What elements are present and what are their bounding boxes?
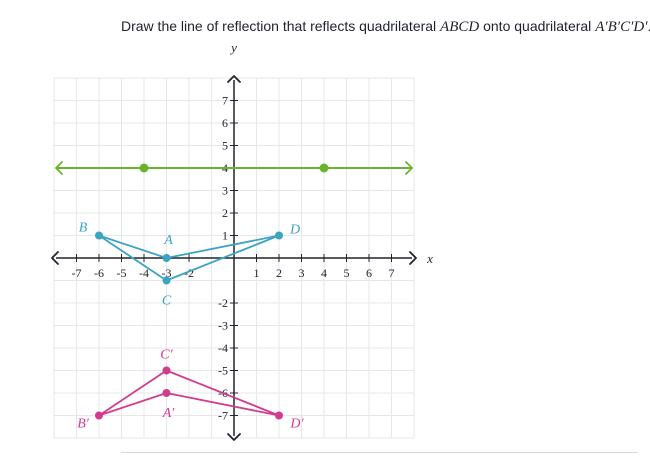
y-axis-arrow-up-icon: [227, 75, 241, 83]
x-tick-label: 5: [344, 266, 350, 280]
abcd-vertex-d: [275, 231, 283, 240]
x-tick-label: -6: [94, 266, 104, 280]
abcd-label-a: A: [163, 233, 173, 248]
y-axis-title: y: [229, 40, 237, 55]
x-tick-label: -3: [162, 266, 172, 280]
abcd-label-d: D: [289, 223, 300, 238]
x-tick-label: -4: [139, 266, 149, 280]
abcd-vertex-c: [162, 276, 171, 285]
abcd-prime-vertex-a: [162, 389, 171, 397]
y-tick-label: -3: [218, 319, 228, 333]
x-tick-label: 7: [389, 266, 395, 280]
abcd-prime-vertex-b: [95, 411, 103, 420]
reflection-line-arrow-right-icon: [405, 161, 413, 175]
abcd-prime-label-a: A′: [162, 406, 176, 421]
prompt-shape-original: ABCD: [440, 19, 480, 35]
x-tick-label: -2: [184, 266, 194, 280]
abcd-label-c: C: [162, 294, 172, 309]
x-tick-label: 4: [321, 266, 327, 280]
y-tick-label: -7: [218, 409, 228, 423]
y-tick-label: -5: [218, 364, 228, 378]
reflection-line-arrow-left-icon: [55, 161, 63, 175]
axis-ticks: -7-6-5-4-3-212345677654321-2-3-4-5-6-7: [72, 94, 395, 423]
x-axis-title: x: [426, 251, 433, 266]
x-tick-label: 1: [254, 266, 260, 280]
prompt-text-after: .: [647, 18, 650, 34]
quadrilateral-abcd-prime: A′ B′ C′ D′: [77, 348, 304, 432]
abcd-prime-label-b: B′: [77, 417, 90, 432]
prompt-text-before: Draw the line of reflection that reflect…: [121, 18, 441, 34]
axes: xy: [51, 40, 433, 441]
y-tick-label: 5: [222, 139, 228, 153]
reflection-line-handle[interactable]: [139, 163, 149, 173]
abcd-prime-label-c: C′: [160, 348, 173, 363]
grid-border: [53, 77, 415, 439]
abcd-vertex-b: [95, 231, 103, 240]
x-tick-label: 2: [276, 266, 282, 280]
abcd-prime-vertex-c: [162, 366, 171, 375]
reflection-line[interactable]: [55, 161, 413, 175]
y-tick-label: 1: [222, 229, 228, 243]
y-axis-arrow-down-icon: [227, 433, 241, 441]
bottom-divider: [121, 452, 638, 453]
quadrilateral-abcd: A B C D: [79, 221, 300, 309]
reflection-line-handle[interactable]: [319, 163, 329, 173]
y-tick-label: 7: [222, 94, 228, 108]
abcd-vertex-a: [162, 254, 171, 262]
question-prompt: Draw the line of reflection that reflect…: [121, 16, 650, 37]
y-tick-label: 6: [222, 116, 228, 130]
x-tick-label: 3: [299, 266, 305, 280]
x-tick-label: -7: [72, 266, 82, 280]
x-axis-arrow-right-icon: [409, 251, 417, 265]
y-tick-label: 3: [222, 184, 228, 198]
abcd-label-b: B: [79, 221, 88, 236]
x-axis-arrow-left-icon: [51, 251, 59, 265]
x-tick-label: -5: [117, 266, 127, 280]
y-tick-label: -4: [218, 341, 228, 355]
abcd-prime-label-d: D′: [289, 417, 304, 432]
abcd-prime-vertex-d: [275, 411, 283, 420]
y-tick-label: -2: [218, 296, 228, 310]
prompt-text-middle: onto quadrilateral: [479, 18, 596, 34]
y-tick-label: 2: [222, 206, 228, 220]
prompt-shape-image: A′B′C′D′: [595, 19, 648, 35]
x-tick-label: 6: [366, 266, 372, 280]
